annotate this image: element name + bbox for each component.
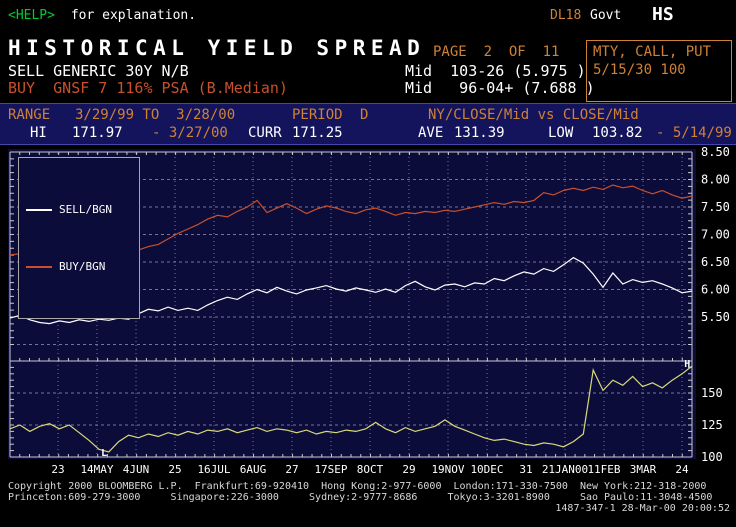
y-axis-label: 100 [701,450,723,464]
sell-security-label: SELL GENERIC 30Y N/B [8,62,189,80]
mty-box-header: MTY, CALL, PUT [593,44,712,60]
chart-legend: SELL/BGN BUY/BGN [18,157,140,319]
low-label: LOW [548,125,574,141]
y-axis-label: 125 [701,418,723,432]
x-axis-label: 25 [168,463,181,476]
period-value[interactable]: D [360,107,369,123]
compare-mode-label: NY/CLOSE/Mid vs CLOSE/Mid [428,107,639,123]
x-axis-label: 10DEC [470,463,503,476]
footer-copyright-line: Copyright 2000 BLOOMBERG L.P. Frankfurt:… [8,481,707,492]
y-axis-label: 7.00 [701,228,730,242]
y-axis-label: 8.50 [701,145,730,159]
legend-label: BUY/BGN [59,260,106,273]
buy-line-swatch [26,265,52,268]
function-code: HS [652,4,674,25]
x-axis-label: 4JUN [123,463,150,476]
x-axis-label: 27 [285,463,298,476]
x-axis-label: 17SEP [314,463,347,476]
y-axis-label: 7.50 [701,200,730,214]
x-axis-label: 14MAY [80,463,113,476]
legend-item-sell: SELL/BGN [26,203,132,216]
y-axis-label: 5.50 [701,310,730,324]
buy-security-label: BUY GNSF 7 116% PSA (B.Median) [8,79,288,97]
x-axis-label: 23 [51,463,64,476]
range-bar: RANGE 3/29/99 TO 3/28/00 PERIOD D NY/CLO… [0,103,736,145]
ave-label: AVE [418,125,444,141]
y-axis-label: 8.00 [701,173,730,187]
curr-label: CURR [248,125,282,141]
page-indicator[interactable]: PAGE 2 OF 11 [433,44,560,60]
y-axis-label: 150 [701,386,723,400]
y-axis-label: 6.00 [701,283,730,297]
sell-mid-price: Mid 103-26 (5.975 ) [405,62,586,80]
mty-box-value: 5/15/30 100 [593,62,686,78]
help-key[interactable]: <HELP> [8,8,55,23]
mty-call-put-box: MTY, CALL, PUT 5/15/30 100 [586,40,732,102]
legend-label: SELL/BGN [59,203,112,216]
sell-line-swatch [26,208,52,211]
page-title: HISTORICAL YIELD SPREAD [8,36,426,60]
range-value[interactable]: 3/29/99 TO 3/28/00 [75,107,236,123]
low-value: 103.82 [592,125,643,141]
x-axis-label: 31 [519,463,532,476]
buy-mid-price: Mid 96-04+ (7.688 ) [405,79,595,97]
x-axis-label: 21JAN00 [542,463,588,476]
security-code: DL18 [550,8,582,23]
hi-label: HI [30,125,47,141]
x-axis-label: 8OCT [357,463,384,476]
help-hint: for explanation. [63,8,197,23]
hi-date: - 3/27/00 [152,125,228,141]
y-axis-label: 6.50 [701,255,730,269]
x-axis-label: 19NOV [431,463,464,476]
footer-session-id: 1487-347-1 28-Mar-00 20:00:52 [555,503,730,514]
x-axis-label: 11FEB [587,463,620,476]
ave-value: 131.39 [454,125,505,141]
x-axis-label: 6AUG [240,463,267,476]
x-axis-label: 24 [675,463,689,476]
sector-label: Govt [590,8,622,23]
low-date: - 5/14/99 [656,125,732,141]
hi-value: 171.97 [72,125,123,141]
curr-value: 171.25 [292,125,343,141]
footer-offices-line: Princeton:609-279-3000 Singapore:226-300… [8,492,713,503]
period-label: PERIOD [292,107,343,123]
x-axis-label: 29 [402,463,415,476]
x-axis-label: 16JUL [197,463,230,476]
legend-item-buy: BUY/BGN [26,260,132,273]
range-label: RANGE [8,107,51,123]
x-axis-label: 3MAR [630,463,657,476]
